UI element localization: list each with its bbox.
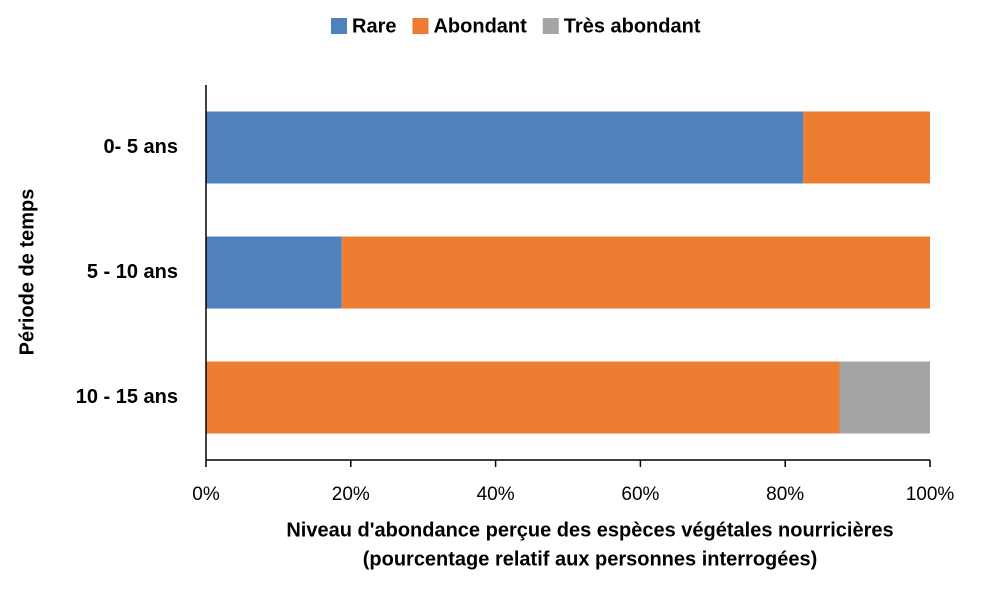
y-tick-label: 0- 5 ans	[104, 136, 178, 158]
y-tick-label: 5 - 10 ans	[87, 261, 178, 283]
y-axis-label: Période de temps	[16, 189, 38, 356]
bar-segment	[206, 236, 342, 309]
bar-segment	[341, 236, 930, 309]
legend-label: Rare	[352, 15, 396, 37]
y-tick-label: 10 - 15 ans	[76, 386, 178, 408]
bar-segment	[839, 361, 930, 434]
x-tick-label: 80%	[766, 484, 804, 505]
legend-label: Très abondant	[564, 15, 701, 37]
bar-segment	[206, 361, 840, 434]
x-tick-label: 40%	[477, 484, 515, 505]
x-tick-label: 20%	[332, 484, 370, 505]
legend-swatch	[331, 18, 347, 34]
bar-segment	[206, 111, 804, 184]
x-axis-label: Niveau d'abondance perçue des espèces vé…	[286, 519, 893, 541]
x-tick-label: 0%	[192, 484, 220, 505]
legend-swatch	[412, 18, 429, 34]
x-tick-label: 60%	[621, 484, 659, 505]
legend-swatch	[542, 18, 559, 34]
bar-segment	[803, 111, 930, 184]
legend-label: Abondant	[433, 15, 527, 37]
x-axis-label: (pourcentage relatif aux personnes inter…	[363, 548, 818, 570]
x-tick-label: 100%	[906, 484, 955, 505]
